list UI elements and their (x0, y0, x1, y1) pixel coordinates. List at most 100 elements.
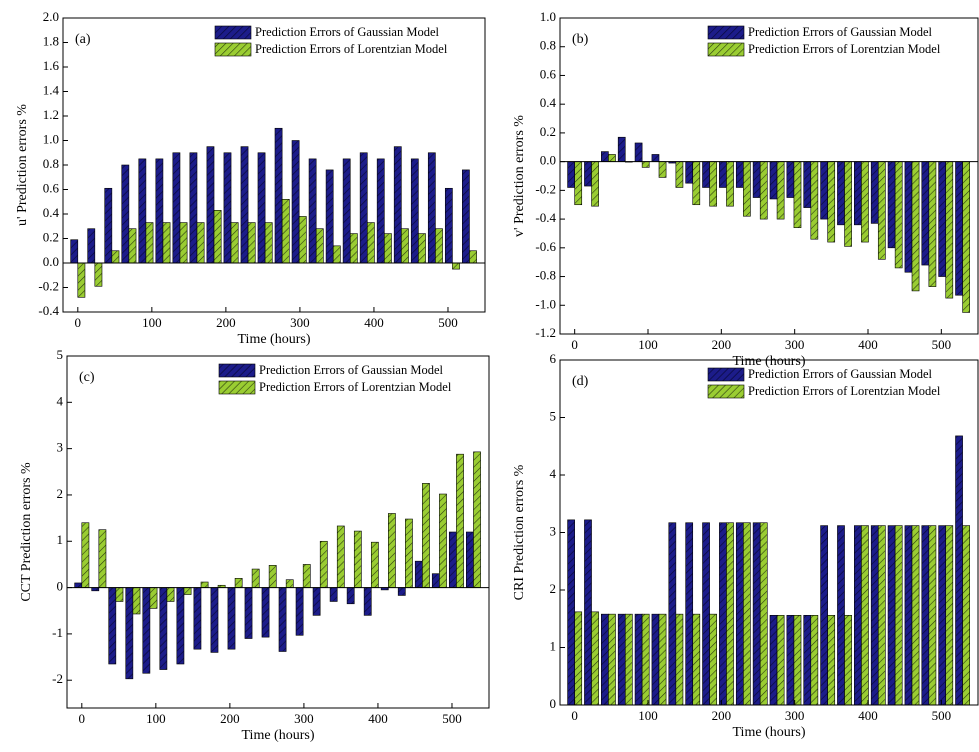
x-tick-label: 0 (75, 315, 82, 330)
panel: -1.2 -1.0 -0.8 -0.6 -0.4 -0.2 0.0 0.2 0.4 0.6 0.8 1… (512, 9, 979, 369)
axes-frame (66, 355, 490, 709)
x-tick-label: 200 (216, 315, 236, 330)
bar (786, 614, 795, 705)
bar (844, 161, 852, 247)
x-tick-label: 100 (142, 315, 162, 330)
bar (601, 613, 609, 705)
x-tick-label: 500 (932, 708, 952, 723)
bar (315, 228, 324, 264)
bar (366, 222, 375, 264)
bar (894, 525, 903, 705)
x-axis-label: Time (hours) (733, 725, 806, 740)
y-tick-label: 4 (57, 393, 64, 408)
bar (363, 587, 372, 616)
bar (349, 233, 358, 264)
bar (955, 161, 963, 296)
bar (342, 158, 351, 264)
bar (427, 152, 436, 264)
x-tick-label: 500 (932, 337, 952, 352)
bar (410, 158, 419, 264)
bar (166, 587, 175, 602)
bar (444, 187, 453, 264)
bar (786, 161, 795, 198)
bar (87, 228, 96, 264)
panel: -2 -1 0 1 2 3 4 5 0 100 200 300 400 500 Time (hours) CC… (19, 347, 490, 743)
bar (439, 493, 447, 588)
bar (353, 530, 362, 588)
bar (591, 161, 599, 207)
bar (870, 525, 879, 705)
bar (955, 435, 963, 705)
bar (793, 614, 802, 705)
bar (675, 161, 684, 188)
bar (370, 541, 379, 588)
bar (776, 161, 785, 220)
bar (448, 531, 457, 588)
x-tick-label: 400 (858, 337, 878, 352)
plot-area (567, 136, 970, 313)
bar (469, 250, 477, 264)
y-tick-label: 0.0 (540, 153, 556, 168)
bar (285, 579, 294, 588)
bar (247, 222, 256, 264)
y-tick-label: 5 (57, 347, 64, 362)
bar (675, 613, 684, 705)
bar (325, 169, 334, 264)
bar (759, 161, 768, 220)
x-tick-label: 0 (571, 337, 578, 352)
bar (726, 522, 734, 705)
panel-label: (d) (572, 374, 589, 389)
bar (877, 161, 886, 260)
panel-label: (c) (79, 370, 95, 385)
bar (702, 522, 710, 705)
bar (142, 587, 151, 674)
bar (752, 161, 761, 198)
x-tick-label: 100 (146, 711, 166, 726)
bar (837, 161, 845, 226)
x-tick-label: 100 (638, 708, 658, 723)
bar (244, 587, 253, 639)
bar (962, 525, 970, 705)
bar (473, 451, 481, 588)
y-tick-label: -0.2 (535, 181, 556, 196)
bar (810, 614, 819, 705)
bar (393, 146, 402, 264)
x-tick-label: 300 (785, 708, 805, 723)
bar (668, 522, 677, 705)
bar (820, 161, 828, 220)
bar (820, 525, 828, 705)
bar (617, 613, 626, 705)
bar (938, 161, 947, 277)
bar (98, 529, 107, 588)
bar (230, 222, 239, 264)
bar (456, 453, 464, 588)
bar (769, 614, 778, 705)
bar (887, 525, 896, 705)
bar (81, 522, 90, 588)
y-tick-label: -0.2 (38, 278, 59, 293)
bar (298, 216, 307, 264)
bar (574, 611, 583, 705)
bar (608, 613, 616, 705)
bar (422, 483, 430, 588)
bar (641, 613, 650, 705)
bar (854, 525, 862, 705)
y-tick-label: 5 (550, 408, 557, 423)
y-tick-label: 0.4 (540, 95, 557, 110)
y-tick-label: 0.2 (43, 229, 59, 244)
x-axis-label: Time (hours) (733, 354, 806, 369)
bar (651, 154, 660, 162)
bar (641, 161, 650, 168)
x-tick-label: 0 (79, 711, 86, 726)
bar (183, 587, 192, 595)
bar (111, 250, 120, 264)
bar (189, 152, 198, 264)
y-tick-label: 0.2 (540, 124, 556, 139)
bar (176, 587, 185, 665)
bar (128, 228, 137, 264)
bar (827, 161, 836, 243)
x-tick-label: 300 (290, 315, 310, 330)
bar (743, 161, 751, 217)
bar (928, 161, 937, 287)
bar (268, 565, 277, 588)
